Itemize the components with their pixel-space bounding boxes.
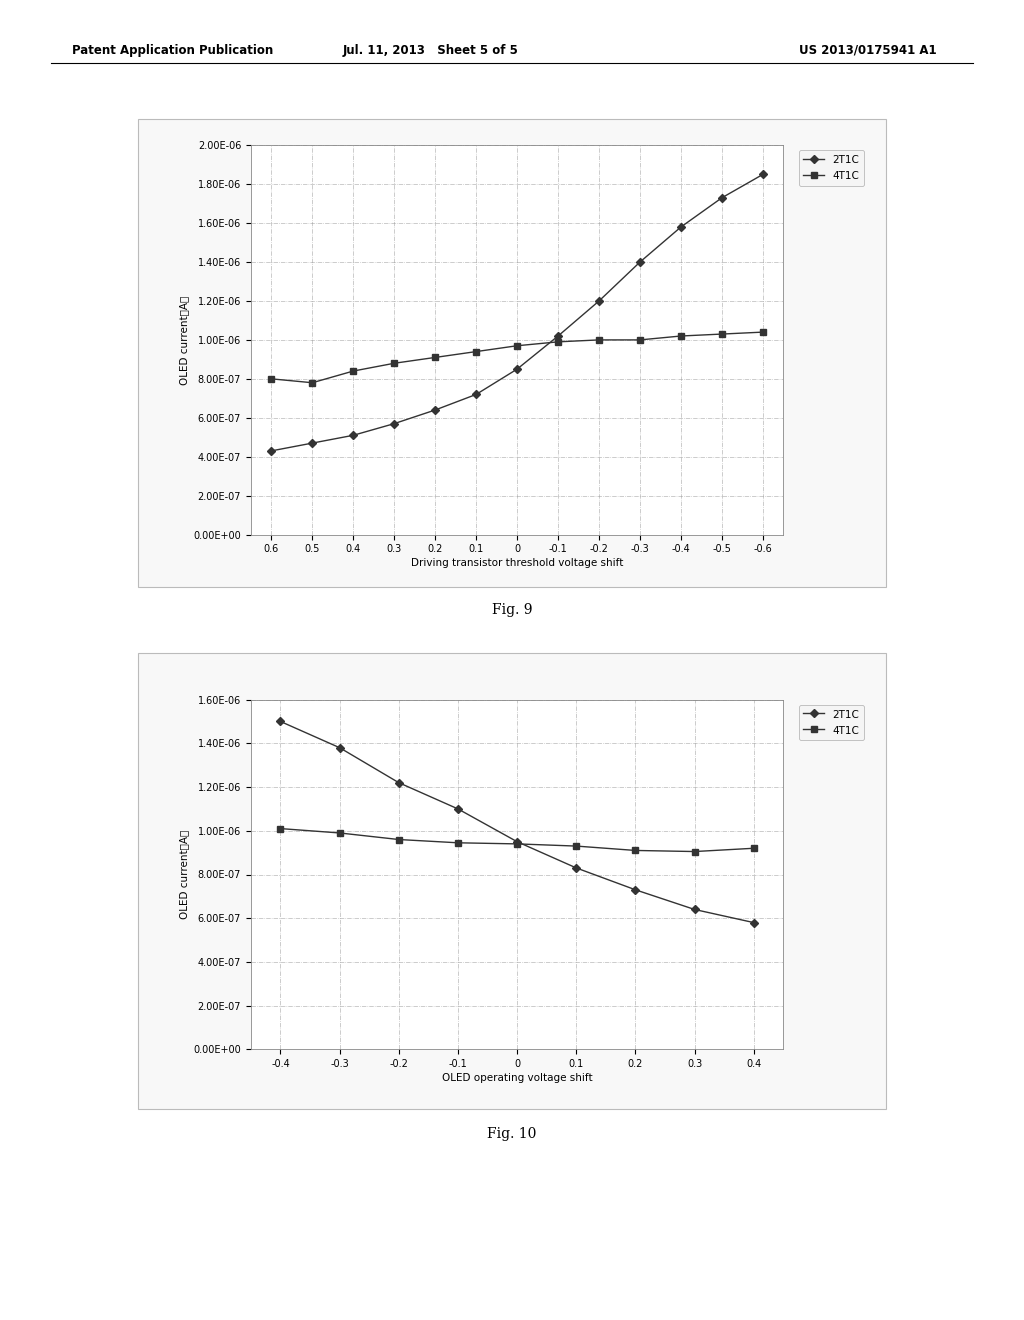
- 2T1C: [429, 403, 441, 418]
- 2T1C: [452, 801, 464, 817]
- 4T1C: [630, 842, 642, 858]
- Line: 2T1C: 2T1C: [278, 718, 757, 925]
- 2T1C: [274, 714, 287, 730]
- Line: 4T1C: 4T1C: [278, 826, 757, 854]
- 2T1C: [757, 166, 769, 182]
- Line: 2T1C: 2T1C: [268, 172, 766, 454]
- 2T1C: [630, 882, 642, 898]
- 2T1C: [688, 902, 700, 917]
- 4T1C: [757, 325, 769, 341]
- 4T1C: [274, 821, 287, 837]
- 4T1C: [552, 334, 564, 350]
- 4T1C: [675, 329, 687, 345]
- Y-axis label: OLED current（A）: OLED current（A）: [179, 296, 189, 384]
- Text: Fig. 10: Fig. 10: [487, 1127, 537, 1140]
- 4T1C: [688, 843, 700, 859]
- 2T1C: [306, 436, 318, 451]
- 2T1C: [675, 219, 687, 235]
- 4T1C: [265, 371, 278, 387]
- Legend: 2T1C, 4T1C: 2T1C, 4T1C: [799, 705, 863, 741]
- 4T1C: [306, 375, 318, 391]
- 4T1C: [570, 838, 583, 854]
- 2T1C: [265, 444, 278, 459]
- Text: Patent Application Publication: Patent Application Publication: [72, 44, 273, 57]
- 2T1C: [634, 253, 646, 271]
- 4T1C: [347, 363, 359, 379]
- 2T1C: [748, 915, 760, 931]
- 2T1C: [570, 861, 583, 876]
- 4T1C: [634, 333, 646, 348]
- 4T1C: [334, 825, 346, 841]
- 4T1C: [511, 836, 523, 851]
- 4T1C: [388, 355, 400, 371]
- 2T1C: [334, 739, 346, 755]
- Text: US 2013/0175941 A1: US 2013/0175941 A1: [799, 44, 936, 57]
- 4T1C: [470, 343, 482, 359]
- 2T1C: [470, 387, 482, 403]
- Text: Jul. 11, 2013   Sheet 5 of 5: Jul. 11, 2013 Sheet 5 of 5: [342, 44, 518, 57]
- 4T1C: [716, 326, 728, 342]
- X-axis label: OLED operating voltage shift: OLED operating voltage shift: [441, 1073, 593, 1084]
- X-axis label: Driving transistor threshold voltage shift: Driving transistor threshold voltage shi…: [411, 558, 624, 569]
- 2T1C: [511, 362, 523, 378]
- 2T1C: [552, 329, 564, 345]
- 4T1C: [748, 841, 760, 857]
- Y-axis label: OLED current（A）: OLED current（A）: [179, 830, 189, 919]
- 2T1C: [593, 293, 605, 309]
- Text: Fig. 9: Fig. 9: [492, 603, 532, 616]
- 4T1C: [511, 338, 523, 354]
- 4T1C: [392, 832, 404, 847]
- Legend: 2T1C, 4T1C: 2T1C, 4T1C: [799, 150, 863, 186]
- 2T1C: [388, 416, 400, 432]
- 2T1C: [511, 834, 523, 850]
- 2T1C: [716, 190, 728, 206]
- 2T1C: [392, 775, 404, 791]
- 4T1C: [452, 834, 464, 850]
- 2T1C: [347, 428, 359, 444]
- 4T1C: [429, 350, 441, 366]
- 4T1C: [593, 333, 605, 348]
- Line: 4T1C: 4T1C: [268, 329, 766, 385]
